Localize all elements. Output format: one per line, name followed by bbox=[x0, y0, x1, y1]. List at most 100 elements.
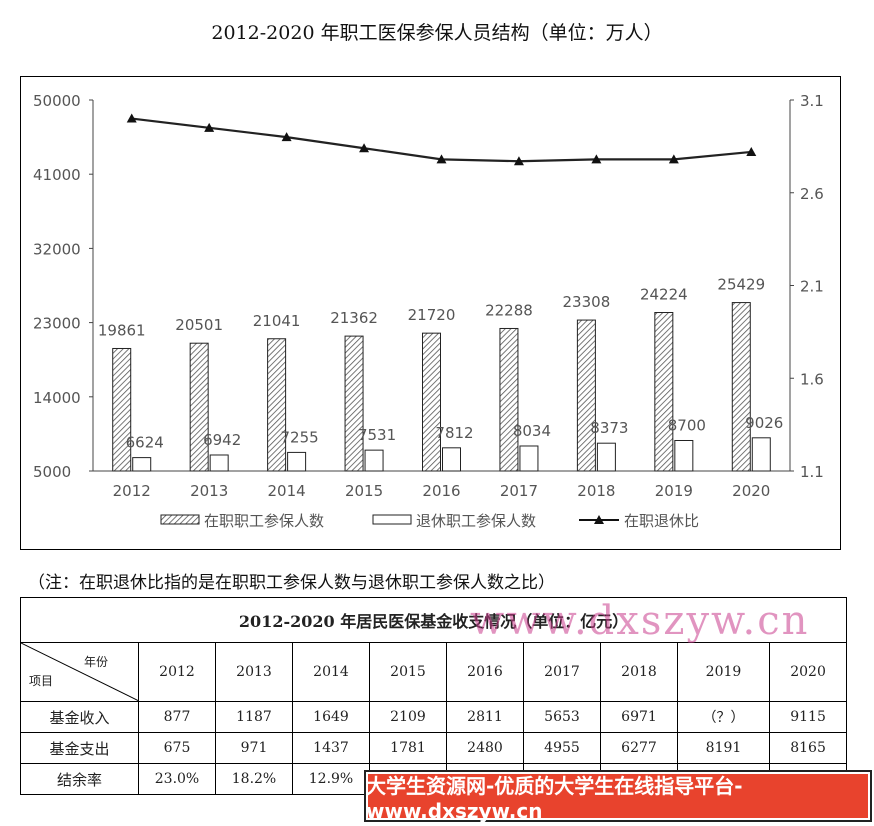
bar-active-workers bbox=[189, 342, 209, 472]
table-cell: 8165 bbox=[768, 732, 848, 764]
table-cell: 8191 bbox=[677, 732, 770, 764]
data-label-active-workers: 22288 bbox=[485, 301, 533, 319]
legend-marker-ratio bbox=[594, 515, 604, 524]
data-label-retired-workers: 8373 bbox=[590, 419, 628, 437]
data-label-retired-workers: 9026 bbox=[745, 414, 783, 432]
ratio-point bbox=[126, 113, 137, 123]
ratio-point bbox=[204, 122, 215, 132]
table-cell: 9115 bbox=[768, 701, 848, 733]
data-label-retired-workers: 6624 bbox=[126, 434, 164, 452]
table-row: 基金收入 877 1187 1649 2109 2811 5653 6971 （？） 9115 bbox=[20, 701, 848, 733]
y-right-tick-label: 2.6 bbox=[800, 185, 824, 203]
data-label-active-workers: 21362 bbox=[330, 309, 378, 327]
corner-year-label: 年份 bbox=[83, 655, 108, 669]
bar-retired-workers bbox=[209, 454, 229, 472]
table-cell: 2811 bbox=[446, 701, 524, 733]
table-cell: （？） bbox=[677, 701, 770, 733]
bar-active-workers bbox=[267, 338, 287, 472]
fund-table: 2012-2020 年居民医保基金收支情况（单位：亿元） 年份 项目 2012 2… bbox=[19, 597, 848, 795]
table-cell: 6971 bbox=[600, 701, 678, 733]
ratio-point bbox=[359, 143, 370, 153]
table-year-header: 2012 bbox=[138, 642, 216, 702]
y-left-tick-label: 32000 bbox=[33, 240, 81, 258]
data-label-active-workers: 19861 bbox=[98, 321, 146, 339]
site-banner[interactable]: 大学生资源网-优质的大学生在线指导平台-www.dxszyw.cn bbox=[364, 770, 872, 823]
table-cell: 1187 bbox=[215, 701, 293, 733]
chart-title: 2012-2020 年职工医保参保人员结构（单位：万人） bbox=[211, 22, 663, 44]
y-left-tick-label: 41000 bbox=[33, 166, 81, 184]
table-row-label: 结余率 bbox=[20, 763, 139, 795]
table-title: 2012-2020 年居民医保基金收支情况（单位：亿元） bbox=[19, 597, 848, 643]
legend-label-retired: 退休职工参保人数 bbox=[416, 512, 536, 530]
x-tick-label: 2012 bbox=[113, 482, 151, 500]
chart-svg: 50000 41000 32000 23000 14000 5000 3.1 2.6 2.1 1.… bbox=[33, 92, 824, 530]
data-label-retired-workers: 8700 bbox=[668, 416, 706, 434]
chart-note: （注：在职退休比指的是在职职工参保人数与退休职工参保人数之比） bbox=[28, 573, 555, 593]
table-cell: 2480 bbox=[446, 732, 524, 764]
bar-active-workers bbox=[499, 327, 519, 472]
bar-retired-workers bbox=[132, 457, 152, 472]
table-year-header: 2020 bbox=[768, 642, 848, 702]
bar-active-workers bbox=[422, 332, 441, 472]
data-label-retired-workers: 7531 bbox=[358, 426, 396, 444]
table-year-header: 2016 bbox=[446, 642, 524, 702]
chart-frame: 50000 41000 32000 23000 14000 5000 3.1 2.6 2.1 1.… bbox=[20, 76, 841, 550]
table-row-label: 基金支出 bbox=[20, 732, 139, 764]
x-tick-label: 2014 bbox=[268, 482, 306, 500]
bar-retired-workers bbox=[364, 449, 384, 472]
data-label-retired-workers: 6942 bbox=[203, 431, 241, 449]
bar-retired-workers bbox=[596, 442, 616, 472]
y-left-tick-label: 23000 bbox=[33, 315, 81, 333]
ratio-point bbox=[591, 154, 602, 164]
data-label-retired-workers: 7812 bbox=[435, 424, 473, 442]
table-year-header: 2013 bbox=[215, 642, 293, 702]
bar-active-workers bbox=[344, 335, 364, 472]
ratio-point bbox=[436, 154, 447, 164]
x-tick-label: 2020 bbox=[732, 482, 770, 500]
table-year-header: 2019 bbox=[677, 642, 770, 702]
table-cell: 877 bbox=[138, 701, 216, 733]
table-cell: 12.9% bbox=[292, 763, 370, 795]
table-cell: 4955 bbox=[523, 732, 601, 764]
table-year-header: 2014 bbox=[292, 642, 370, 702]
ratio-point bbox=[281, 132, 292, 142]
table-cell: 1437 bbox=[292, 732, 370, 764]
bar-retired-workers bbox=[519, 445, 539, 472]
bar-active-workers bbox=[112, 347, 132, 472]
bar-active-workers bbox=[654, 312, 674, 472]
data-label-active-workers: 24224 bbox=[640, 286, 688, 304]
bar-active-workers bbox=[576, 319, 596, 472]
y-right-tick-label: 2.1 bbox=[800, 278, 824, 296]
x-tick-label: 2016 bbox=[422, 482, 460, 500]
ratio-point bbox=[746, 146, 757, 156]
watermark: www.dxszyw.cn bbox=[470, 598, 810, 644]
table-corner-cell: 年份 项目 bbox=[20, 642, 139, 702]
table-year-header: 2015 bbox=[369, 642, 447, 702]
data-label-active-workers: 21720 bbox=[408, 306, 456, 324]
y-right-tick-label: 3.1 bbox=[800, 92, 824, 110]
x-tick-label: 2019 bbox=[655, 482, 693, 500]
table-cell: 2109 bbox=[369, 701, 447, 733]
data-label-active-workers: 21041 bbox=[253, 312, 301, 330]
data-label-retired-workers: 8034 bbox=[513, 422, 551, 440]
table-year-header: 2018 bbox=[600, 642, 678, 702]
ratio-point bbox=[668, 154, 679, 164]
data-label-active-workers: 20501 bbox=[175, 316, 223, 334]
legend-label-ratio: 在职退休比 bbox=[624, 512, 699, 530]
data-label-active-workers: 23308 bbox=[563, 293, 611, 311]
corner-item-label: 项目 bbox=[29, 674, 54, 688]
table-cell: 1781 bbox=[369, 732, 447, 764]
x-tick-label: 2018 bbox=[577, 482, 615, 500]
data-label-active-workers: 25429 bbox=[717, 276, 765, 294]
table-cell: 5653 bbox=[523, 701, 601, 733]
y-right-tick-label: 1.1 bbox=[800, 463, 824, 481]
legend-label-active: 在职职工参保人数 bbox=[204, 512, 324, 530]
bar-retired-workers bbox=[674, 439, 694, 472]
x-tick-label: 2017 bbox=[500, 482, 538, 500]
table-year-header: 2017 bbox=[523, 642, 601, 702]
y-left-tick-label: 14000 bbox=[33, 389, 81, 407]
ratio-point bbox=[513, 156, 524, 166]
bar-retired-workers bbox=[751, 437, 771, 472]
y-left-tick-label: 50000 bbox=[33, 92, 81, 110]
table-row-label: 基金收入 bbox=[20, 701, 139, 733]
